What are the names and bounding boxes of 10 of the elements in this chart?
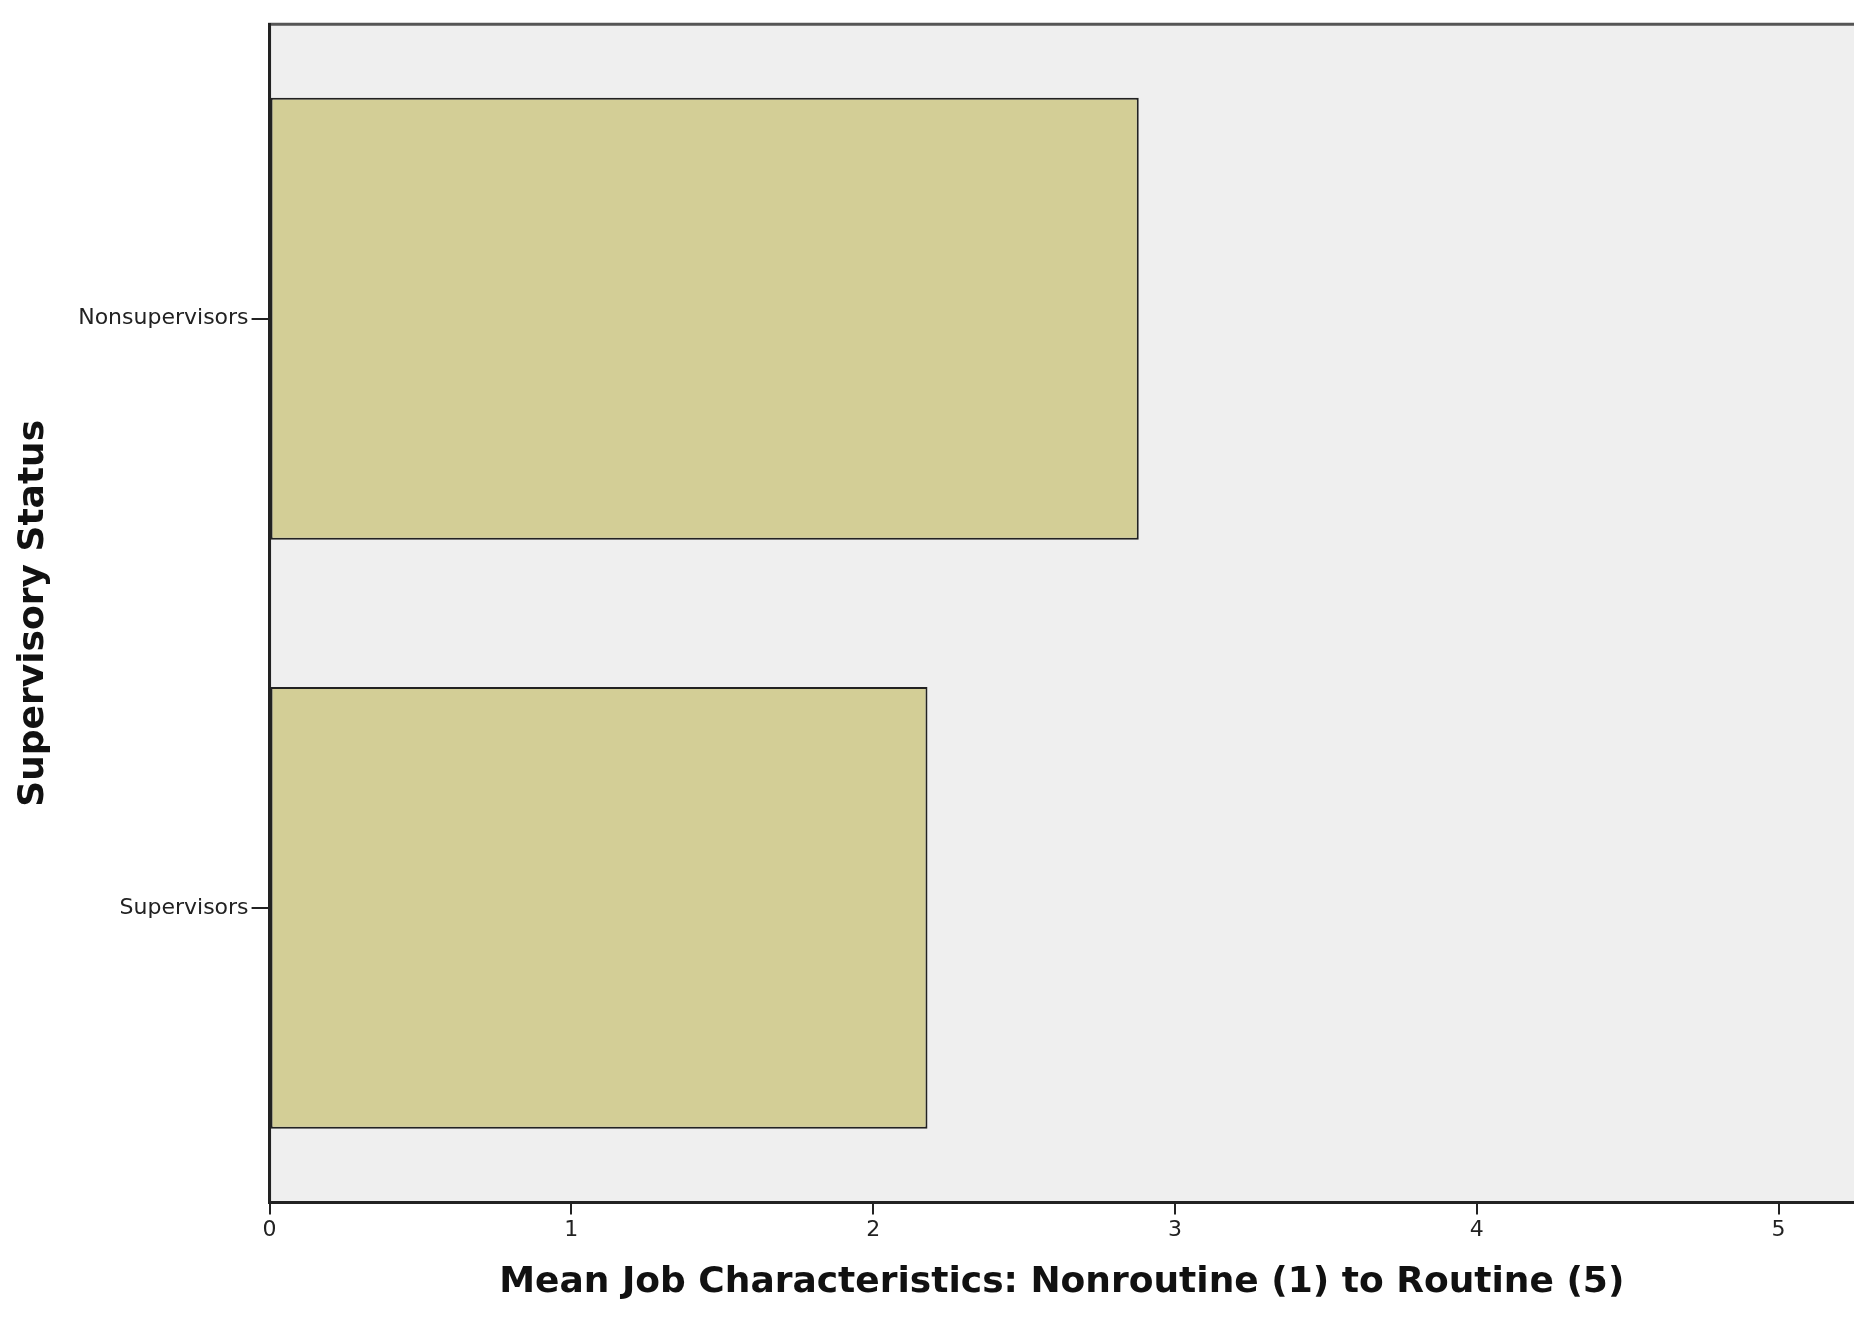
y-tick-label: Nonsupervisors [78, 304, 249, 330]
x-tick-label: 1 [564, 1216, 579, 1242]
x-tick-label: 5 [1771, 1216, 1786, 1242]
x-tick-label: 2 [866, 1216, 881, 1242]
y-axis-title: Supervisory Status [9, 419, 51, 807]
y-tick-label: Supervisors [119, 893, 249, 919]
x-tick-label: 3 [1167, 1216, 1182, 1242]
x-tick-label: 0 [262, 1216, 277, 1242]
x-tick-label: 4 [1469, 1216, 1484, 1242]
x-axis-title: Mean Job Characteristics: Nonroutine (1) to Routine (5) [499, 1258, 1625, 1300]
